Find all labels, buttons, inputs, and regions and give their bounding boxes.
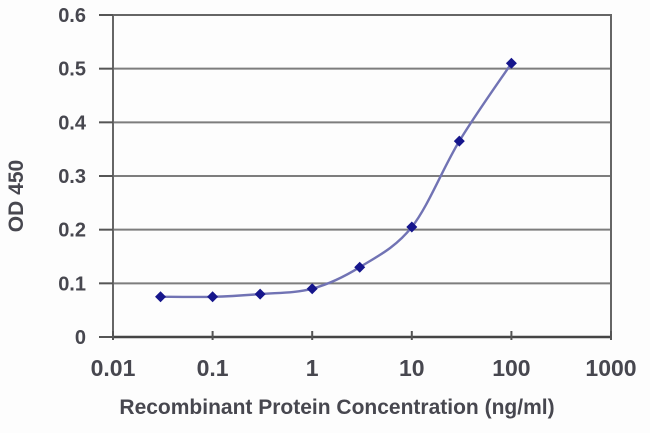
data-point-marker bbox=[207, 291, 219, 303]
y-tick-label: 0.1 bbox=[58, 273, 86, 295]
y-tick-label: 0.4 bbox=[58, 112, 87, 134]
x-tick-label: 100 bbox=[492, 355, 530, 381]
x-tick-label: 1 bbox=[306, 355, 319, 381]
data-point-marker bbox=[505, 57, 517, 69]
y-tick-label: 0 bbox=[75, 327, 86, 349]
y-tick-label: 0.2 bbox=[58, 220, 86, 242]
y-tick-label: 0.3 bbox=[58, 166, 86, 188]
x-tick-label: 0.01 bbox=[91, 355, 136, 381]
x-tick-label: 10 bbox=[399, 355, 425, 381]
data-point-marker bbox=[453, 135, 465, 147]
y-axis-title: OD 450 bbox=[5, 159, 28, 233]
series-line bbox=[159, 62, 513, 299]
data-point-marker bbox=[155, 291, 167, 303]
data-point-marker bbox=[406, 221, 418, 233]
y-tick-label: 0.5 bbox=[58, 59, 86, 81]
y-tick-label: 0.6 bbox=[58, 5, 86, 27]
x-axis-title: Recombinant Protein Concentration (ng/ml… bbox=[119, 396, 555, 419]
data-point-marker bbox=[306, 283, 318, 295]
data-point-marker bbox=[354, 261, 366, 273]
x-tick-label: 1000 bbox=[585, 355, 636, 381]
x-tick-label: 0.1 bbox=[197, 355, 229, 381]
data-point-marker bbox=[254, 288, 266, 300]
